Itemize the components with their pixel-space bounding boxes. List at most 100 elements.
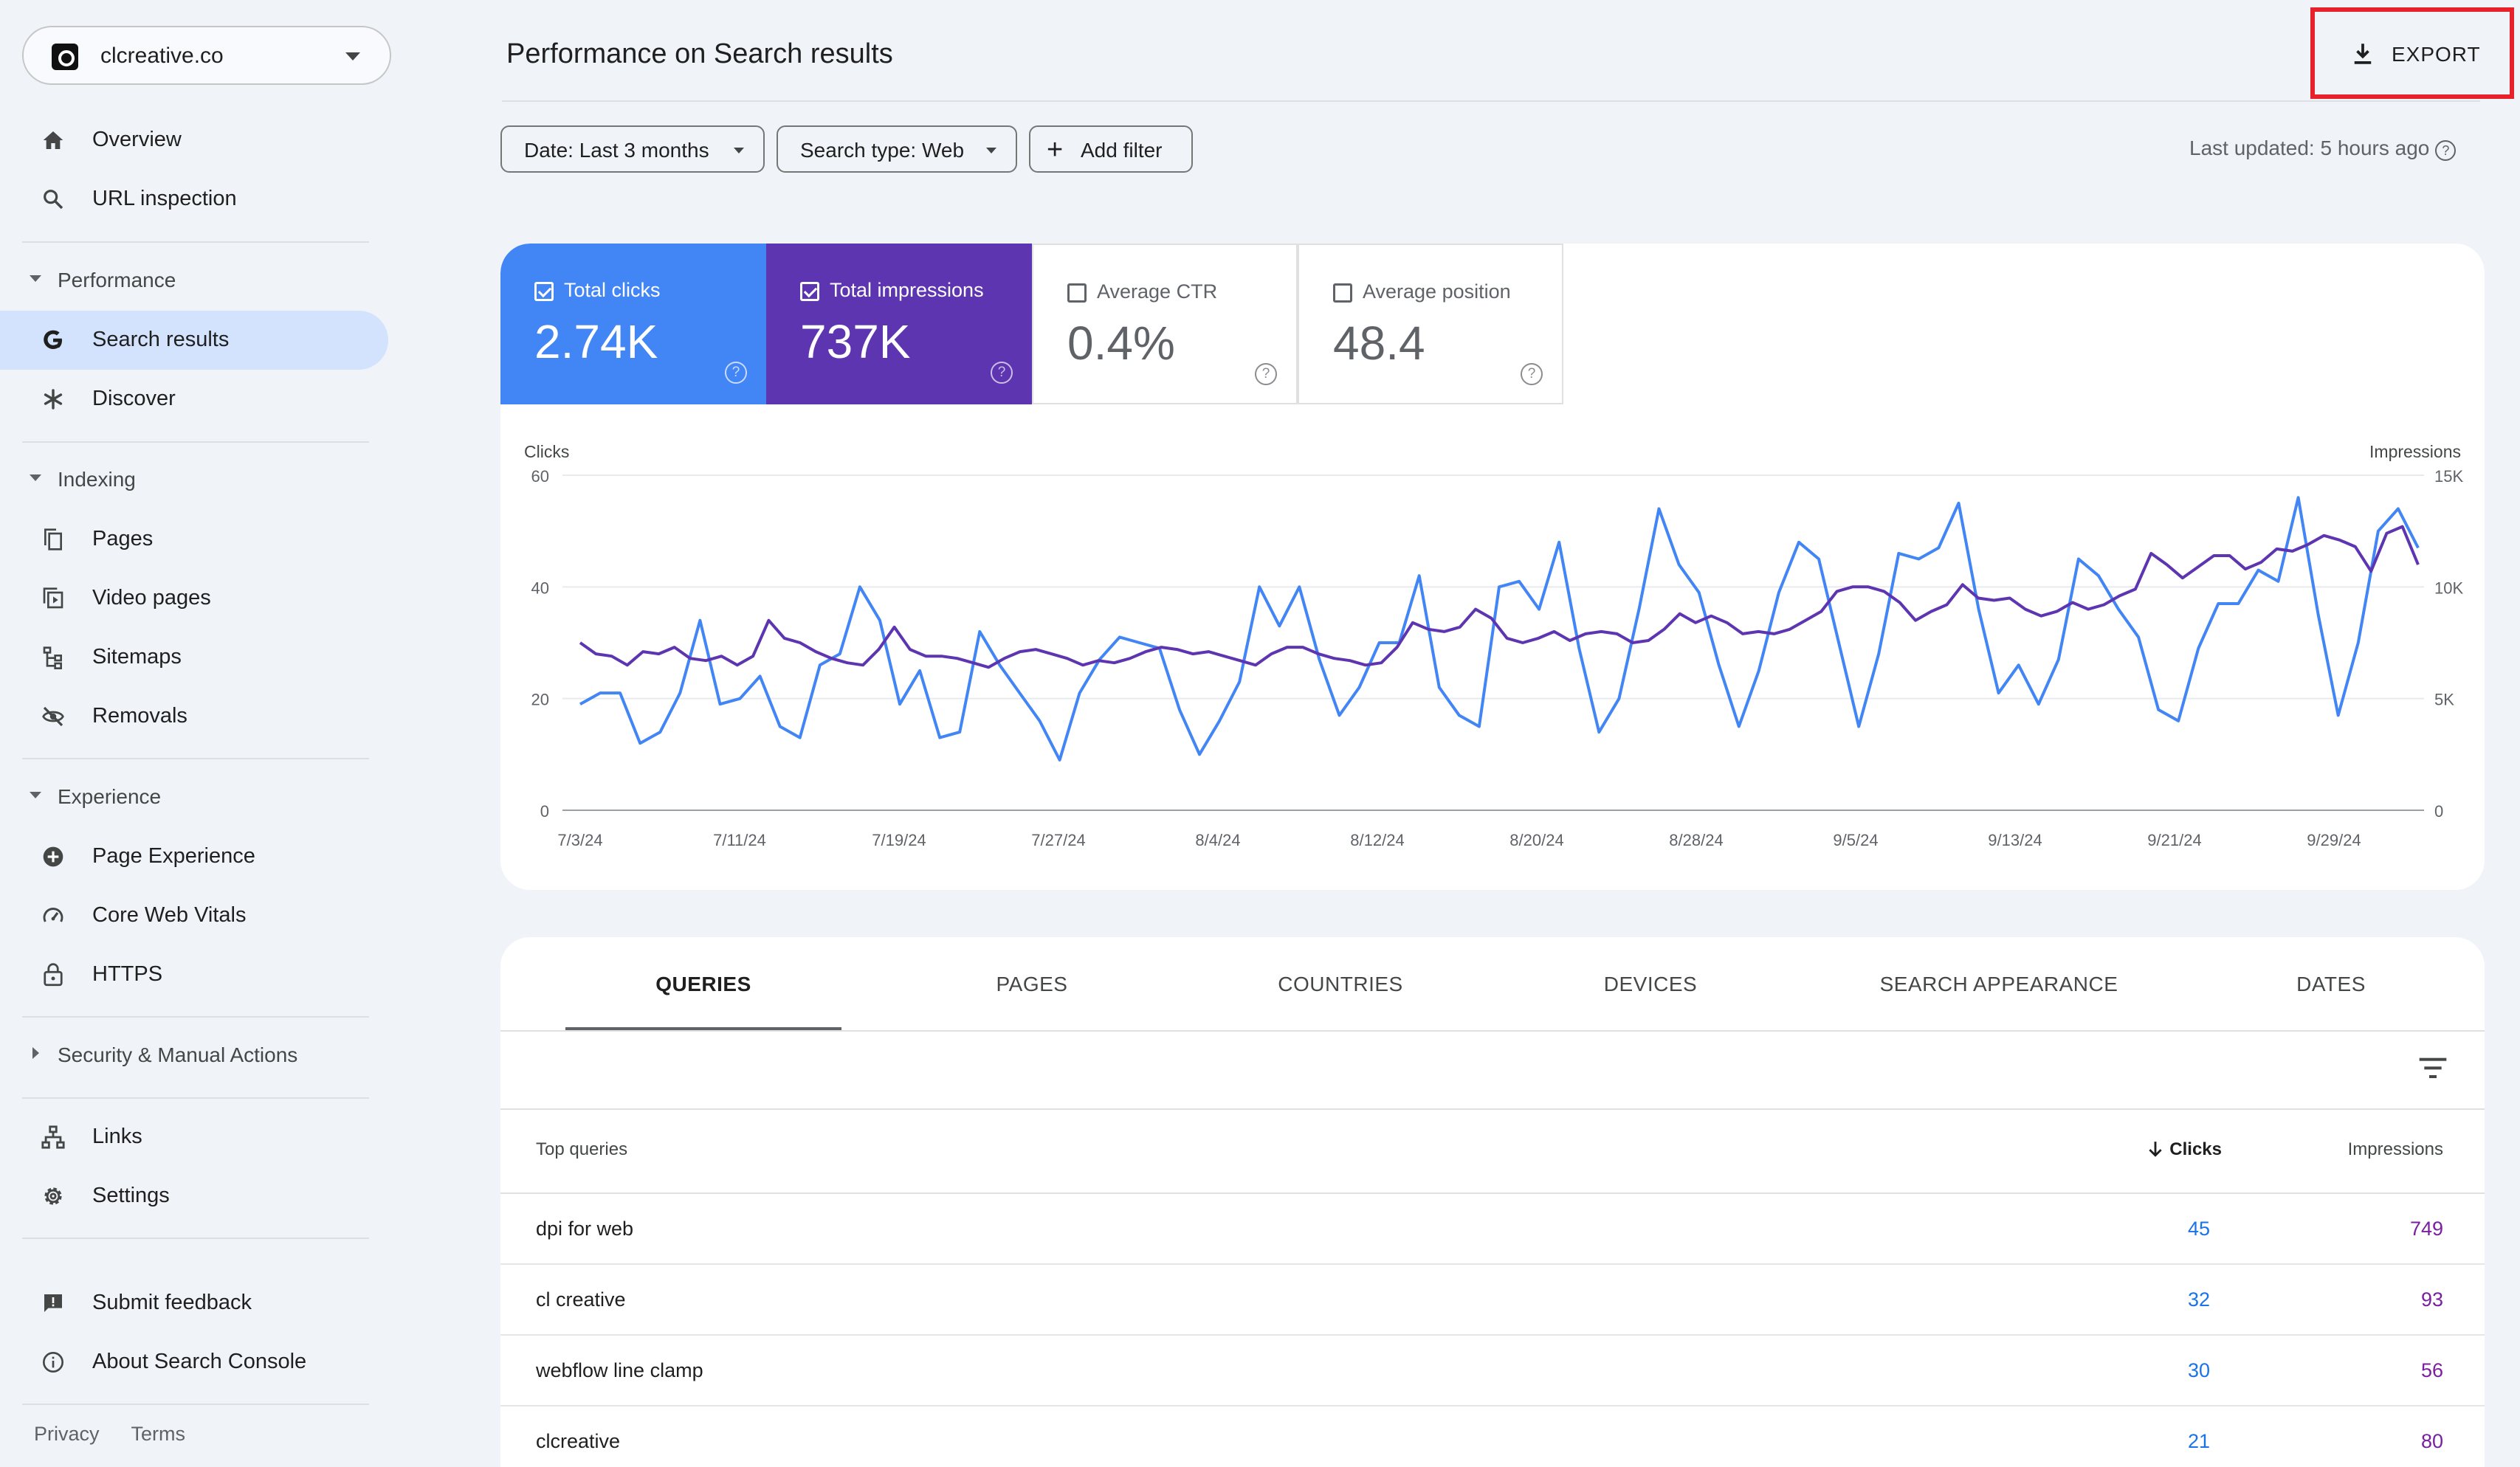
filter-divider bbox=[500, 1108, 2485, 1110]
chip-label: Date: Last 3 months bbox=[524, 139, 709, 162]
tab-countries[interactable]: COUNTRIES bbox=[1194, 937, 1487, 1032]
metric-name: Average CTR bbox=[1097, 280, 1218, 303]
last-updated-text: Last updated: 5 hours ago bbox=[2189, 137, 2430, 159]
lock-icon bbox=[38, 962, 68, 988]
sidebar-item-submit-feedback[interactable]: Submit feedback bbox=[0, 1274, 388, 1333]
column-header-clicks[interactable]: Clicks bbox=[2147, 1139, 2222, 1160]
breakdown-table-card: QUERIES PAGES COUNTRIES DEVICES SEARCH A… bbox=[500, 937, 2485, 1467]
x-tick-label: 7/19/24 bbox=[872, 831, 926, 849]
eye-off-icon bbox=[38, 703, 68, 730]
table-row[interactable]: clcreative 21 80 bbox=[500, 1406, 2485, 1467]
property-selector[interactable]: clcreative.co bbox=[22, 26, 391, 85]
download-icon bbox=[2354, 44, 2372, 64]
metric-total-impressions[interactable]: Total impressions 737K ? bbox=[766, 244, 1032, 404]
sidebar-item-links[interactable]: Links bbox=[0, 1108, 388, 1167]
export-button[interactable]: EXPORT bbox=[2310, 7, 2514, 99]
y-left-tick-label: 60 bbox=[531, 467, 549, 486]
terms-link[interactable]: Terms bbox=[131, 1423, 186, 1445]
column-header-impressions[interactable]: Impressions bbox=[2347, 1139, 2443, 1159]
search-icon bbox=[38, 186, 68, 213]
sidebar-item-label: Page Experience bbox=[92, 844, 255, 868]
metric-value: 2.74K bbox=[534, 315, 658, 368]
section-toggle-performance[interactable]: Performance bbox=[0, 259, 388, 303]
sidebar-item-page-experience[interactable]: Page Experience bbox=[0, 827, 388, 886]
help-icon[interactable]: ? bbox=[1255, 363, 1277, 385]
feedback-icon bbox=[38, 1290, 68, 1316]
tab-label: PAGES bbox=[996, 973, 1068, 995]
sidebar-item-label: Core Web Vitals bbox=[92, 903, 247, 927]
sidebar-item-sitemaps[interactable]: Sitemaps bbox=[0, 628, 388, 687]
performance-chart-card: Total clicks 2.74K ? Total impressions 7… bbox=[500, 244, 2485, 890]
sidebar-item-label: About Search Console bbox=[92, 1350, 307, 1373]
section-toggle-security[interactable]: Security & Manual Actions bbox=[0, 1034, 388, 1078]
x-tick-label: 9/13/24 bbox=[1988, 831, 2042, 849]
sidebar-item-video-pages[interactable]: Video pages bbox=[0, 569, 388, 628]
sidebar-item-label: Pages bbox=[92, 527, 154, 550]
home-icon bbox=[38, 127, 68, 153]
metric-total-clicks[interactable]: Total clicks 2.74K ? bbox=[500, 244, 766, 404]
sidebar-item-core-web-vitals[interactable]: Core Web Vitals bbox=[0, 886, 388, 945]
tab-indicator bbox=[565, 1027, 841, 1032]
divider bbox=[22, 441, 369, 443]
tab-label: DATES bbox=[2296, 973, 2366, 995]
tab-dates[interactable]: DATES bbox=[2220, 937, 2442, 1032]
caret-down-icon bbox=[30, 275, 41, 282]
y-left-tick-label: 0 bbox=[540, 802, 549, 821]
divider bbox=[22, 1404, 369, 1405]
clicks-series-line bbox=[579, 496, 2420, 762]
table-row[interactable]: webflow line clamp 30 56 bbox=[500, 1336, 2485, 1406]
help-icon[interactable]: ? bbox=[725, 362, 747, 384]
chip-label: Search type: Web bbox=[800, 139, 965, 162]
sidebar-item-search-results[interactable]: Search results bbox=[0, 311, 388, 370]
tab-queries[interactable]: QUERIES bbox=[565, 937, 841, 1032]
sidebar-item-removals[interactable]: Removals bbox=[0, 687, 388, 746]
checkbox-checked-icon bbox=[534, 282, 554, 301]
x-tick-label: 8/20/24 bbox=[1509, 831, 1563, 849]
section-title: Performance bbox=[58, 269, 176, 291]
sidebar-item-label: Removals bbox=[92, 704, 187, 728]
sidebar-item-url-inspection[interactable]: URL inspection bbox=[0, 170, 388, 229]
sidebar-item-settings[interactable]: Settings bbox=[0, 1167, 388, 1226]
table-row[interactable]: cl creative 32 93 bbox=[500, 1265, 2485, 1336]
tab-devices[interactable]: DEVICES bbox=[1519, 937, 1782, 1032]
section-toggle-indexing[interactable]: Indexing bbox=[0, 458, 388, 503]
x-tick-label: 9/21/24 bbox=[2147, 831, 2201, 849]
clicks-cell: 45 bbox=[2187, 1218, 2210, 1240]
sidebar-item-label: Search results bbox=[92, 328, 230, 351]
section-toggle-experience[interactable]: Experience bbox=[0, 776, 388, 820]
divider bbox=[22, 1238, 369, 1239]
metric-average-position[interactable]: Average position 48.4 ? bbox=[1298, 244, 1563, 404]
add-filter-button[interactable]: + Add filter bbox=[1029, 125, 1193, 173]
tab-search-appearance[interactable]: SEARCH APPEARANCE bbox=[1814, 937, 2183, 1032]
plus-circle-icon bbox=[38, 843, 68, 870]
filter-icon[interactable] bbox=[2418, 1055, 2448, 1080]
help-icon[interactable]: ? bbox=[2435, 140, 2457, 161]
sidebar-item-pages[interactable]: Pages bbox=[0, 510, 388, 569]
tab-pages[interactable]: PAGES bbox=[914, 937, 1150, 1032]
metric-average-ctr[interactable]: Average CTR 0.4% ? bbox=[1032, 244, 1298, 404]
plus-icon: + bbox=[1047, 134, 1064, 165]
impressions-cell: 80 bbox=[2420, 1430, 2443, 1452]
last-updated: Last updated: 5 hours ago? bbox=[2189, 137, 2457, 161]
divider bbox=[22, 1016, 369, 1018]
table-row[interactable]: dpi for web 45 749 bbox=[500, 1194, 2485, 1265]
sidebar: clcreative.co Overview URL inspection Pe… bbox=[0, 0, 399, 1467]
x-tick-label: 7/3/24 bbox=[557, 831, 602, 849]
sidebar-item-https[interactable]: HTTPS bbox=[0, 945, 388, 1004]
checkbox-icon bbox=[1333, 283, 1352, 303]
metric-name: Total clicks bbox=[564, 279, 661, 301]
date-filter-chip[interactable]: Date: Last 3 months bbox=[500, 125, 765, 173]
search-type-filter-chip[interactable]: Search type: Web bbox=[777, 125, 1017, 173]
sidebar-item-discover[interactable]: Discover bbox=[0, 370, 388, 429]
clicks-cell: 32 bbox=[2187, 1288, 2210, 1311]
help-icon[interactable]: ? bbox=[1521, 363, 1543, 385]
caret-down-icon bbox=[30, 474, 41, 481]
privacy-link[interactable]: Privacy bbox=[34, 1423, 100, 1445]
x-tick-label: 7/11/24 bbox=[713, 831, 766, 849]
sidebar-item-about[interactable]: About Search Console bbox=[0, 1333, 388, 1392]
info-icon bbox=[38, 1349, 68, 1375]
column-header-query: Top queries bbox=[536, 1139, 628, 1159]
sidebar-item-overview[interactable]: Overview bbox=[0, 111, 388, 170]
help-icon[interactable]: ? bbox=[991, 362, 1013, 384]
metric-value: 737K bbox=[800, 315, 911, 368]
